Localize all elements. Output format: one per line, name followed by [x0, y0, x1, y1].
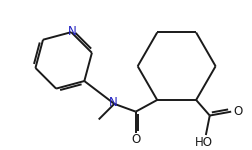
Text: HO: HO: [195, 136, 213, 149]
Text: O: O: [131, 133, 140, 146]
Text: O: O: [233, 105, 243, 118]
Text: N: N: [109, 96, 118, 109]
Text: N: N: [68, 25, 77, 38]
